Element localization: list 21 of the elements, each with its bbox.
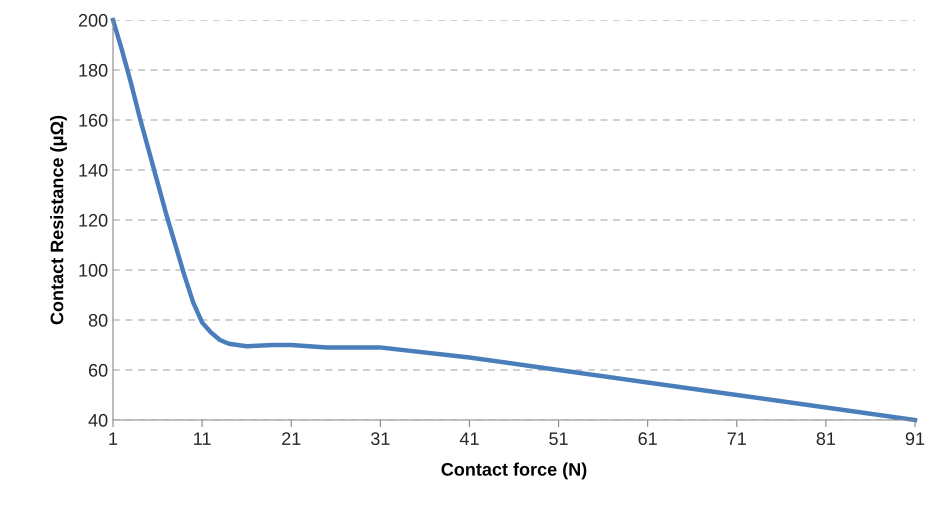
- y-tick-label: 120: [79, 214, 108, 227]
- y-tick-label: 140: [79, 164, 108, 177]
- x-tick-label: 81: [816, 432, 836, 446]
- y-tick-label: 60: [88, 364, 108, 377]
- y-tick-label: 80: [88, 314, 108, 327]
- x-tick-label: 11: [194, 432, 211, 445]
- x-tick-label: 1: [109, 432, 118, 445]
- x-tick-label: 41: [460, 432, 479, 445]
- y-tick-label: 180: [79, 64, 108, 77]
- y-tick-label: 100: [79, 264, 108, 277]
- x-tick-label: 31: [370, 432, 390, 446]
- y-tick-label: 160: [79, 114, 108, 127]
- x-tick-label: 61: [638, 432, 657, 446]
- x-tick-label: 21: [282, 432, 300, 445]
- x-tick-label: 51: [549, 432, 568, 446]
- x-tick-label: 71: [728, 432, 746, 445]
- y-axis-title: Contact Resistance (μΩ): [50, 116, 67, 324]
- y-tick-label: 40: [88, 414, 108, 427]
- x-axis-title: Contact force (N): [442, 462, 586, 480]
- x-tick-label: 91: [906, 432, 924, 446]
- y-tick-label: 200: [78, 14, 108, 27]
